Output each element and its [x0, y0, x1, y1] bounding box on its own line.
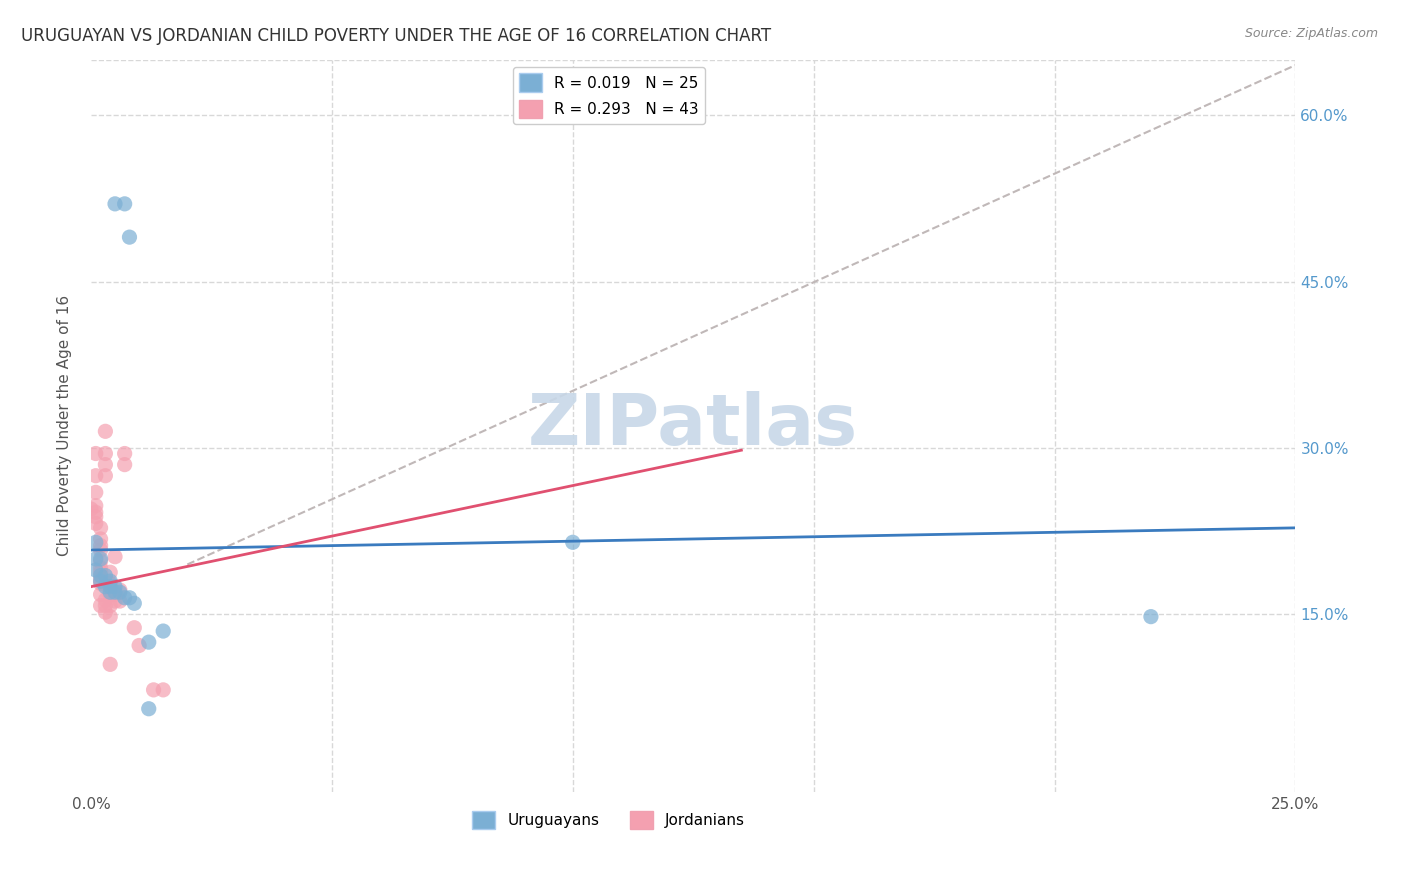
- Point: [94, 458, 117, 472]
- Point: [561, 535, 583, 549]
- Point: [1140, 609, 1163, 624]
- Point: [118, 591, 141, 605]
- Point: [90, 576, 112, 591]
- Point: [84, 446, 107, 460]
- Point: [128, 639, 150, 653]
- Point: [108, 582, 131, 597]
- Point: [142, 682, 165, 697]
- Point: [84, 485, 107, 500]
- Point: [90, 587, 112, 601]
- Point: [98, 657, 121, 672]
- Point: [94, 568, 117, 582]
- Point: [104, 585, 127, 599]
- Point: [114, 446, 136, 460]
- Point: [138, 702, 160, 716]
- Legend: Uruguayans, Jordanians: Uruguayans, Jordanians: [467, 805, 751, 836]
- Point: [84, 499, 107, 513]
- Point: [90, 572, 112, 586]
- Point: [104, 594, 127, 608]
- Point: [94, 425, 117, 439]
- Point: [84, 535, 107, 549]
- Point: [152, 624, 174, 638]
- Point: [84, 468, 107, 483]
- Point: [90, 521, 112, 535]
- Point: [152, 682, 174, 697]
- Point: [90, 574, 112, 588]
- Point: [94, 446, 117, 460]
- Point: [98, 576, 121, 591]
- Point: [84, 509, 107, 524]
- Point: [90, 599, 112, 613]
- Point: [90, 539, 112, 553]
- Point: [94, 593, 117, 607]
- Y-axis label: Child Poverty Under the Age of 16: Child Poverty Under the Age of 16: [58, 295, 72, 557]
- Point: [90, 554, 112, 568]
- Point: [90, 566, 112, 580]
- Point: [98, 599, 121, 613]
- Point: [84, 552, 107, 566]
- Text: Source: ZipAtlas.com: Source: ZipAtlas.com: [1244, 27, 1378, 40]
- Point: [84, 505, 107, 519]
- Point: [118, 230, 141, 244]
- Point: [90, 568, 112, 582]
- Point: [124, 596, 146, 610]
- Point: [124, 621, 146, 635]
- Point: [114, 458, 136, 472]
- Point: [108, 594, 131, 608]
- Point: [80, 502, 103, 516]
- Point: [94, 580, 117, 594]
- Point: [98, 580, 121, 594]
- Point: [104, 197, 127, 211]
- Point: [104, 549, 127, 564]
- Point: [104, 580, 127, 594]
- Point: [90, 552, 112, 566]
- Point: [84, 563, 107, 577]
- Point: [94, 599, 117, 613]
- Point: [108, 585, 131, 599]
- Text: URUGUAYAN VS JORDANIAN CHILD POVERTY UNDER THE AGE OF 16 CORRELATION CHART: URUGUAYAN VS JORDANIAN CHILD POVERTY UND…: [21, 27, 772, 45]
- Point: [94, 468, 117, 483]
- Point: [90, 532, 112, 546]
- Point: [94, 605, 117, 619]
- Point: [98, 609, 121, 624]
- Point: [114, 591, 136, 605]
- Point: [90, 543, 112, 558]
- Point: [90, 561, 112, 575]
- Point: [104, 587, 127, 601]
- Point: [138, 635, 160, 649]
- Point: [98, 587, 121, 601]
- Point: [98, 566, 121, 580]
- Point: [98, 585, 121, 599]
- Point: [98, 574, 121, 588]
- Text: ZIPatlas: ZIPatlas: [529, 392, 858, 460]
- Point: [114, 197, 136, 211]
- Point: [84, 516, 107, 531]
